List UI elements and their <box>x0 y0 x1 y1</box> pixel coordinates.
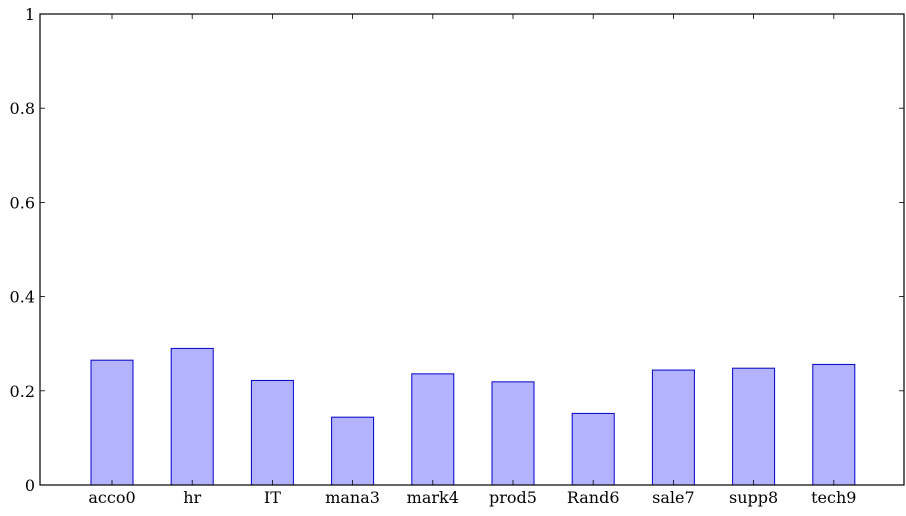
bars-group <box>90 347 856 486</box>
bar-hr <box>170 347 214 486</box>
x-tick-label-supp8: supp8 <box>729 488 778 507</box>
y-tick-label-0: 0 <box>25 476 35 495</box>
y-tick-label-3: 0.6 <box>10 193 35 212</box>
bar-Rand6 <box>571 412 615 486</box>
bar-prod5 <box>491 381 535 486</box>
y-tick-label-4: 0.8 <box>10 99 35 118</box>
bar-mana3 <box>331 416 375 486</box>
bar-tech9 <box>812 363 856 486</box>
x-tick-label-tech9: tech9 <box>811 488 856 507</box>
x-tick-label-prod5: prod5 <box>489 488 537 507</box>
y-ticks-group: 0 0.2 0.4 0.6 0.8 1 <box>10 5 904 495</box>
x-tick-label-acco0: acco0 <box>88 488 135 507</box>
bar-acco0 <box>90 359 134 486</box>
x-tick-label-Rand6: Rand6 <box>567 488 620 507</box>
x-tick-label-mana3: mana3 <box>325 488 380 507</box>
plot-frame <box>39 13 905 486</box>
x-tick-label-mark4: mark4 <box>407 488 459 507</box>
bar-IT <box>250 379 294 486</box>
x-tick-label-hr: hr <box>183 488 201 507</box>
x-ticks-group: acco0 hr IT mana3 mark4 prod5 Rand6 sale7 supp8 t… <box>88 14 856 507</box>
y-tick-label-2: 0.4 <box>10 288 35 307</box>
y-tick-label-1: 0.2 <box>10 382 35 401</box>
bar-mark4 <box>411 373 455 486</box>
x-tick-label-IT: IT <box>264 488 281 507</box>
x-tick-label-sale7: sale7 <box>652 488 695 507</box>
bar-supp8 <box>732 367 776 486</box>
y-tick-label-5: 1 <box>25 5 35 24</box>
bar-sale7 <box>651 369 695 486</box>
